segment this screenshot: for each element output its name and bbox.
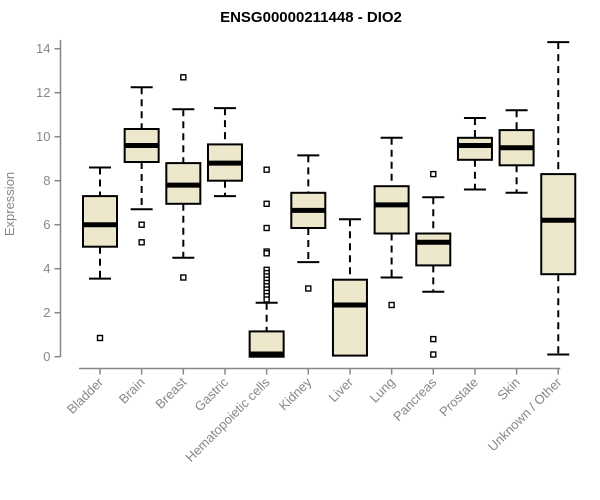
x-tick-label: Unknown / Other: [485, 374, 565, 454]
y-tick-label: 4: [43, 261, 50, 276]
outlier-point: [263, 224, 270, 232]
x-tick-label: Pancreas: [390, 374, 440, 424]
x-tick-label: Kidney: [276, 374, 315, 413]
outlier-point: [180, 274, 187, 281]
y-axis-label: Expression: [2, 172, 17, 236]
y-tick-label: 8: [43, 173, 50, 188]
x-tick-label: Bladder: [64, 374, 107, 417]
x-tick-label: Breast: [152, 374, 189, 411]
y-tick-label: 14: [36, 41, 50, 56]
x-tick-label: Gastric: [191, 374, 231, 414]
box-pancreas: [415, 232, 452, 267]
outlier-point: [305, 285, 312, 292]
outlier-point: [388, 301, 395, 309]
outlier-point: [180, 74, 187, 81]
box-lung: [373, 185, 410, 235]
outlier-point: [263, 296, 270, 303]
outlier-point: [138, 221, 145, 228]
box-unknown-other: [540, 173, 577, 276]
y-tick-label: 2: [43, 305, 50, 320]
outlier-point: [263, 250, 270, 257]
x-tick-label: Lung: [367, 375, 398, 406]
x-tick-label: Brain: [116, 375, 148, 407]
y-tick-label: 0: [43, 349, 50, 364]
outlier-point: [430, 351, 437, 358]
outlier-point: [430, 170, 437, 178]
x-tick-label: Skin: [494, 375, 522, 403]
x-tick-label: Liver: [326, 374, 357, 405]
y-tick-label: 12: [36, 85, 50, 100]
chart-title: ENSG00000211448 - DIO2: [220, 9, 402, 26]
outlier-point: [96, 334, 104, 342]
x-tick-label: Prostate: [436, 375, 481, 420]
y-tick-label: 10: [36, 129, 50, 144]
box-bladder: [82, 195, 118, 248]
y-tick-label: 6: [43, 217, 50, 232]
outlier-point: [263, 200, 270, 208]
box-liver: [331, 278, 368, 357]
outlier-point: [263, 166, 270, 173]
outlier-point: [430, 335, 437, 343]
outlier-point: [138, 239, 145, 246]
box-prostate: [456, 136, 493, 161]
